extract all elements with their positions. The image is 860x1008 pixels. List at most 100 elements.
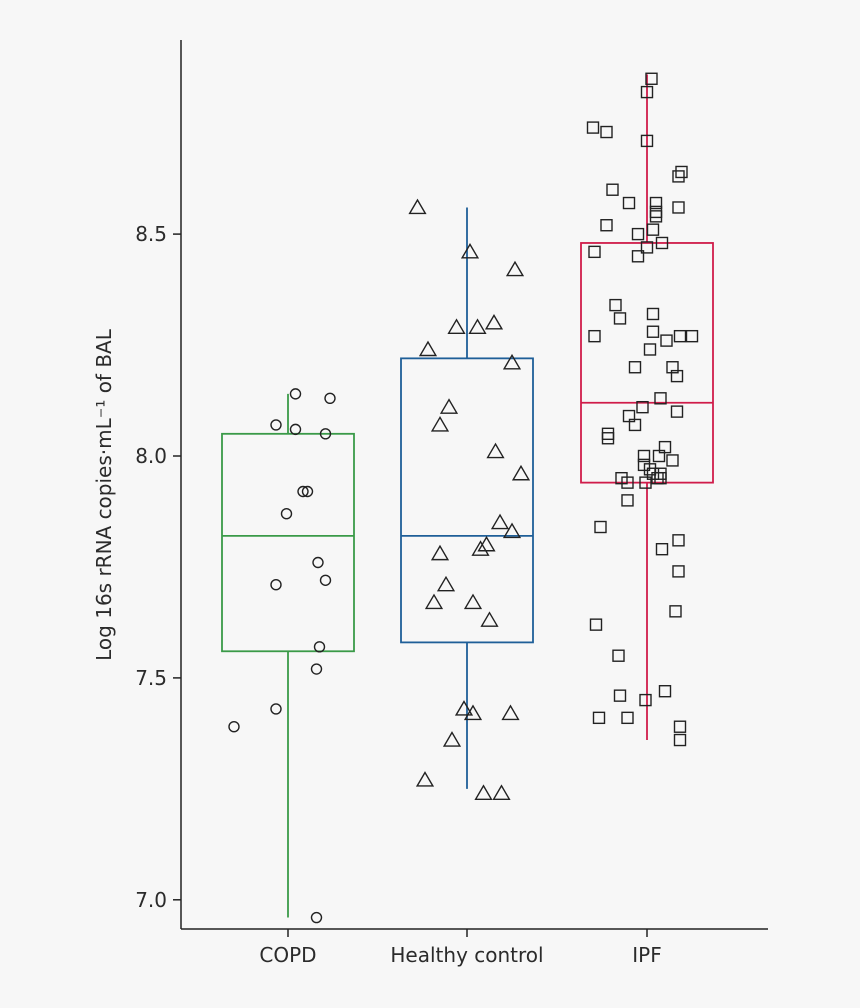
data-point xyxy=(613,312,627,325)
x-ticks: COPD Healthy control IPF xyxy=(259,929,662,967)
data-point xyxy=(460,242,480,259)
data-point xyxy=(471,540,490,556)
data-point xyxy=(270,579,282,591)
data-point xyxy=(228,721,240,733)
group-healthy-control xyxy=(400,198,534,800)
data-point xyxy=(588,329,601,343)
data-point xyxy=(430,544,450,561)
data-point xyxy=(640,241,654,254)
data-point xyxy=(301,485,314,498)
data-point xyxy=(442,731,462,747)
data-point xyxy=(640,85,654,99)
data-point xyxy=(600,125,613,139)
data-point xyxy=(672,170,685,183)
box-iqr xyxy=(580,242,714,484)
data-point xyxy=(672,534,685,547)
y-tick-label: 8.0 xyxy=(135,444,167,468)
y-axis-title: Log 16s rRNA copies·mL⁻¹ of BAL xyxy=(92,328,116,661)
data-point xyxy=(480,611,499,627)
data-point xyxy=(639,476,652,489)
data-point xyxy=(666,361,679,374)
data-point xyxy=(609,298,622,312)
data-point xyxy=(592,711,606,725)
data-point xyxy=(652,449,666,463)
data-point xyxy=(505,260,525,277)
data-point xyxy=(670,405,684,418)
data-point xyxy=(289,423,302,436)
data-point xyxy=(655,542,669,556)
data-point xyxy=(319,428,332,440)
data-point xyxy=(270,703,282,715)
data-point xyxy=(474,784,493,800)
data-point xyxy=(447,318,466,334)
data-point xyxy=(468,318,487,334)
data-point xyxy=(463,593,483,610)
data-point xyxy=(502,353,522,370)
data-point xyxy=(639,693,652,707)
data-point xyxy=(492,784,511,800)
y-tick-label: 8.5 xyxy=(135,222,167,246)
data-point xyxy=(646,223,660,236)
data-point xyxy=(502,522,522,539)
data-point xyxy=(654,392,667,405)
data-point xyxy=(621,494,634,507)
data-point xyxy=(643,343,657,356)
data-point xyxy=(621,711,634,725)
data-point xyxy=(637,449,651,463)
data-point xyxy=(289,388,302,400)
groups xyxy=(221,72,714,924)
data-point xyxy=(669,605,682,618)
data-point xyxy=(310,663,323,675)
data-point xyxy=(672,201,685,214)
data-point xyxy=(586,121,600,134)
data-point xyxy=(418,340,438,357)
data-point xyxy=(484,313,504,330)
data-point xyxy=(646,325,660,338)
data-point xyxy=(310,911,323,924)
data-point xyxy=(673,733,687,747)
data-point xyxy=(430,416,450,432)
data-point xyxy=(649,210,663,223)
data-point xyxy=(436,575,456,592)
data-point xyxy=(622,196,636,210)
y-tick-label: 7.5 xyxy=(135,666,167,690)
data-point xyxy=(324,392,336,405)
y-tick-label: 7.0 xyxy=(135,888,167,912)
data-point xyxy=(424,593,444,610)
data-point xyxy=(685,329,699,343)
data-point xyxy=(628,418,642,432)
data-point xyxy=(490,513,510,530)
data-point xyxy=(675,165,688,179)
data-point xyxy=(670,369,684,383)
data-point xyxy=(600,219,613,232)
data-point xyxy=(297,485,309,498)
group-copd xyxy=(221,388,355,924)
data-point xyxy=(477,535,496,552)
data-point xyxy=(312,556,324,569)
data-point xyxy=(646,307,660,321)
data-point xyxy=(636,400,649,414)
group-ipf xyxy=(580,72,714,747)
data-point xyxy=(601,432,615,445)
data-point xyxy=(594,520,607,534)
data-point xyxy=(640,134,654,148)
data-point xyxy=(486,442,505,459)
axes xyxy=(180,40,768,930)
data-point xyxy=(673,720,687,733)
data-point xyxy=(454,700,474,716)
box-iqr xyxy=(400,357,534,644)
data-point xyxy=(511,464,531,481)
data-point xyxy=(631,250,645,263)
x-tick-label: Healthy control xyxy=(390,943,543,967)
data-point xyxy=(646,467,660,480)
data-point xyxy=(313,641,326,653)
box-iqr xyxy=(221,432,355,653)
data-point xyxy=(270,419,282,431)
data-point xyxy=(606,183,619,196)
data-point xyxy=(672,565,685,578)
data-point xyxy=(654,471,667,485)
data-point xyxy=(628,361,642,374)
data-point xyxy=(589,618,603,631)
data-point xyxy=(655,236,669,250)
